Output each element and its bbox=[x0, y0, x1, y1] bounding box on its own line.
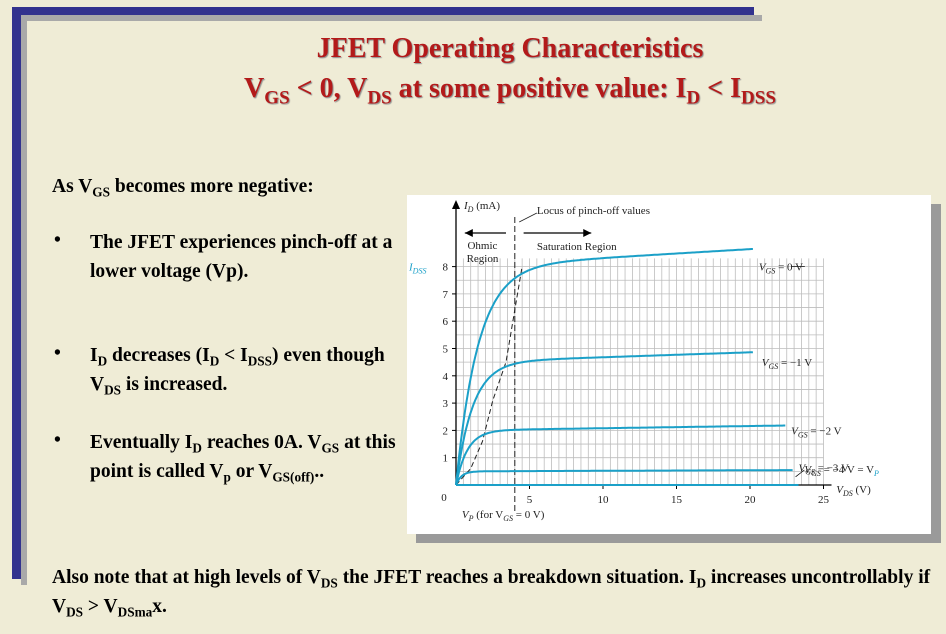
footer-text: Also note that at high levels of VDS the… bbox=[52, 567, 931, 620]
bullet-dot: • bbox=[54, 343, 61, 364]
x-axis-title: VDS (V) bbox=[836, 484, 871, 498]
y-tick-label-3: 3 bbox=[443, 398, 449, 410]
x-tick-label-5: 5 bbox=[527, 494, 533, 506]
y-tick-label-8: 8 bbox=[443, 262, 449, 274]
x-tick-label-15: 15 bbox=[671, 494, 683, 506]
bullet-dot: • bbox=[54, 230, 61, 251]
x-tick-label-10: 10 bbox=[598, 494, 610, 506]
y-axis-title: ID (mA) bbox=[463, 200, 500, 214]
curve-label-2: VGS = −2 V bbox=[791, 425, 841, 439]
vp-annotation: VP (for VGS = 0 V) bbox=[462, 509, 545, 523]
locus-label: Locus of pinch-off values bbox=[537, 205, 650, 217]
jfet-characteristics-chart: 1 2 3 4 5 6 7 8 5 10 15 20 25 0 ID (mA) VDS (V) IDSS VGS … bbox=[408, 200, 879, 523]
frame-left-shadow bbox=[21, 15, 27, 585]
idss-label: IDSS bbox=[408, 262, 426, 276]
bullet-dot: • bbox=[54, 430, 61, 451]
curve-label-3: VGS = −3 V bbox=[799, 462, 849, 476]
ohmic-region-label-1: Ohmic bbox=[467, 240, 497, 252]
pinch-off-locus bbox=[455, 266, 523, 486]
label-leader-3 bbox=[795, 469, 805, 478]
slide-subtitle: VGS < 0, VDS at some positive value: ID … bbox=[244, 73, 776, 109]
ohmic-arrowhead bbox=[464, 229, 473, 237]
slide-title: JFET Operating Characteristics bbox=[316, 33, 704, 64]
frame-left-bar bbox=[12, 7, 21, 579]
origin-label: 0 bbox=[441, 492, 447, 504]
chart-curves bbox=[455, 248, 799, 486]
bullet-pinch-off: The JFET experiences pinch-off at a lowe… bbox=[90, 232, 393, 282]
saturation-region-label: Saturation Region bbox=[537, 241, 617, 253]
y-tick-label-5: 5 bbox=[443, 344, 449, 356]
y-tick-label-1: 1 bbox=[443, 453, 449, 465]
y-tick-label-4: 4 bbox=[443, 371, 449, 383]
chart-grid bbox=[456, 258, 824, 485]
y-axis-arrow bbox=[452, 200, 460, 209]
chart-annotations: 1 2 3 4 5 6 7 8 5 10 15 20 25 0 ID (mA) VDS (V) IDSS VGS … bbox=[408, 200, 879, 523]
curve-label-1: VGS = −1 V bbox=[762, 357, 812, 371]
saturation-arrowhead bbox=[583, 229, 592, 237]
curve-vgs-1 bbox=[455, 351, 753, 486]
locus-leader bbox=[519, 212, 538, 223]
curve-vgs-0 bbox=[455, 248, 753, 486]
ohmic-region-label-2: Region bbox=[467, 253, 499, 265]
bullet-eventually: Eventually ID reaches 0A. VGS at this po… bbox=[90, 432, 396, 485]
x-tick-label-20: 20 bbox=[745, 494, 757, 506]
curve-vgs-2 bbox=[455, 424, 786, 486]
curve-vgs-3 bbox=[455, 469, 793, 486]
intro-text: As VGS becomes more negative: bbox=[52, 176, 314, 200]
x-tick-label-25: 25 bbox=[818, 494, 830, 506]
frame-top-shadow bbox=[20, 15, 762, 21]
curve-label-0: VGS = 0 V bbox=[759, 262, 803, 276]
y-tick-label-6: 6 bbox=[443, 316, 449, 328]
curve-label-4: VGS = −4 V = VP bbox=[804, 464, 879, 478]
y-tick-label-2: 2 bbox=[443, 425, 449, 437]
frame-top-bar bbox=[12, 7, 754, 15]
bullet-id-decreases: ID decreases (ID < IDSS) even though VDS… bbox=[90, 345, 385, 398]
y-tick-label-7: 7 bbox=[443, 289, 449, 301]
